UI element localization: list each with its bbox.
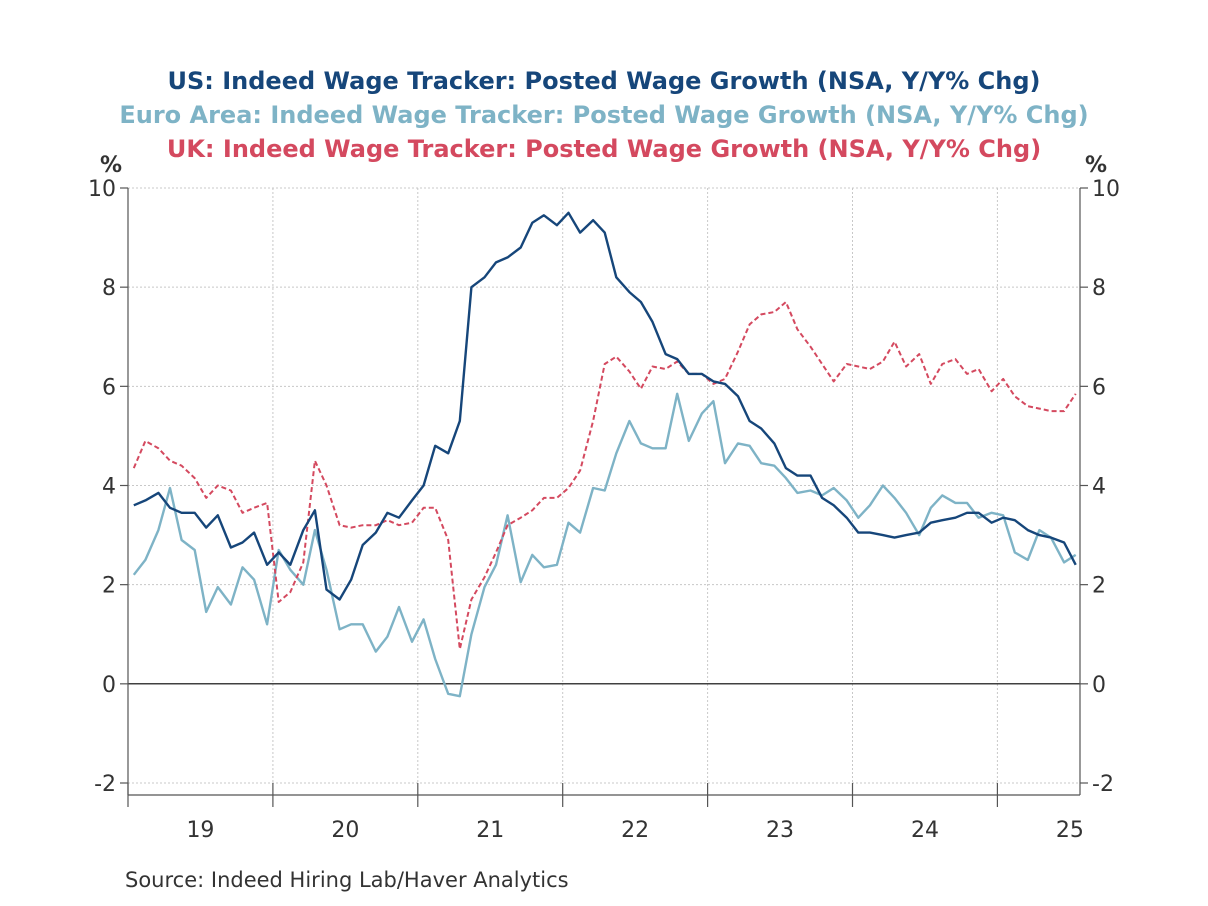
- y-tick-label-left: 4: [102, 475, 116, 500]
- series-line-euro-area: [132, 392, 1077, 698]
- axes: [120, 187, 1088, 807]
- y-axis-label-left: %: [100, 153, 122, 178]
- y-tick-label-left: 0: [102, 673, 116, 698]
- x-tick-label: 21: [476, 818, 504, 843]
- source-note: Source: Indeed Hiring Lab/Haver Analytic…: [125, 868, 569, 892]
- y-tick-label-left: 10: [88, 177, 116, 202]
- y-tick-label-right: 0: [1092, 673, 1106, 698]
- y-tick-label-right: 6: [1092, 375, 1106, 400]
- x-tick-label: 19: [186, 818, 214, 843]
- x-tick-label: 25: [1056, 818, 1084, 843]
- y-tick-label-right: 8: [1092, 276, 1106, 301]
- chart-titles: US: Indeed Wage Tracker: Posted Wage Gro…: [0, 64, 1208, 166]
- y-tick-label-left: 6: [102, 375, 116, 400]
- y-tick-label-left: 8: [102, 276, 116, 301]
- series-line-uk: [132, 301, 1077, 651]
- y-tick-label-right: 10: [1092, 177, 1120, 202]
- x-tick-label: 20: [331, 818, 359, 843]
- series-lines: [132, 211, 1077, 698]
- x-tick-label: 22: [621, 818, 649, 843]
- series-line-us: [133, 211, 1077, 601]
- y-tick-label-left: 2: [102, 574, 116, 599]
- gridlines: [128, 187, 1080, 784]
- title-us: US: Indeed Wage Tracker: Posted Wage Gro…: [167, 67, 1041, 95]
- x-tick-label: 24: [911, 818, 939, 843]
- y-axis-label-right: %: [1085, 153, 1107, 178]
- y-tick-label-left: -2: [94, 772, 116, 797]
- y-tick-label-right: -2: [1092, 772, 1114, 797]
- title-euro-area: Euro Area: Indeed Wage Tracker: Posted W…: [119, 101, 1089, 129]
- title-uk: UK: Indeed Wage Tracker: Posted Wage Gro…: [166, 135, 1042, 163]
- x-tick-label: 23: [766, 818, 794, 843]
- y-tick-label-right: 2: [1092, 574, 1106, 599]
- y-tick-label-right: 4: [1092, 475, 1106, 500]
